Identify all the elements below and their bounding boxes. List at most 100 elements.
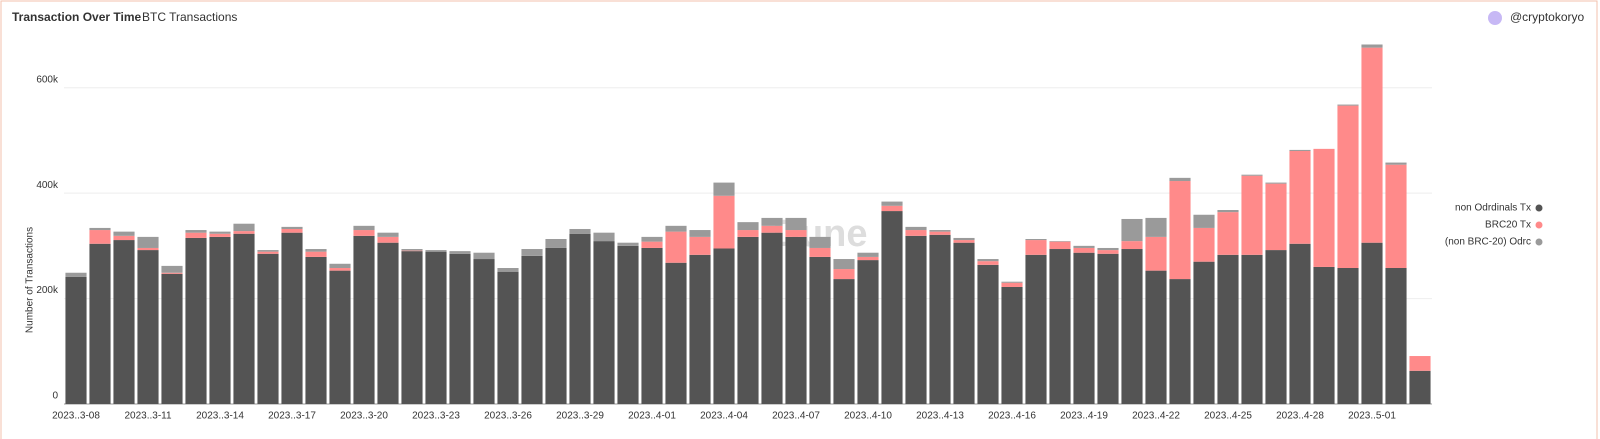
bar-segment — [1193, 261, 1215, 404]
bar-segment — [1265, 183, 1287, 251]
bar-segment — [761, 217, 783, 226]
bar-segment — [641, 247, 663, 404]
bar-segment — [593, 232, 615, 242]
bar-segment — [1241, 174, 1263, 176]
bar-segment — [1049, 241, 1071, 242]
y-tick-label: 600k — [36, 74, 59, 85]
bar-segment — [881, 205, 903, 212]
bar-segment — [65, 272, 87, 277]
x-tick-label: 2023..5-01 — [1348, 411, 1396, 422]
bar-segment — [1313, 148, 1335, 267]
bar-segment — [377, 232, 399, 237]
bar-segment — [257, 250, 279, 252]
bar-segment — [353, 225, 375, 231]
bar-segment — [1265, 182, 1287, 184]
bar-segment — [809, 247, 831, 257]
author[interactable]: @cryptokoryo — [1510, 10, 1585, 24]
bar-segment — [833, 279, 855, 404]
x-tick-label: 2023..3-11 — [124, 411, 172, 422]
bar-segment — [1241, 254, 1263, 404]
bar-segment — [785, 217, 807, 231]
bar-segment — [353, 230, 375, 236]
y-tick-label: 400k — [36, 180, 59, 191]
bar-segment — [761, 232, 783, 404]
bar-segment — [641, 236, 663, 242]
bar-segment — [737, 230, 759, 237]
bar-segment — [329, 267, 351, 271]
bar-segment — [1073, 245, 1095, 248]
bar-segment — [1193, 214, 1215, 228]
bar-segment — [113, 235, 135, 241]
bar-segment — [713, 182, 735, 196]
bar-segment — [449, 253, 471, 404]
bar-segment — [785, 230, 807, 237]
bar-segment — [1217, 210, 1239, 213]
bar-segment — [1409, 356, 1431, 371]
bar-segment — [1025, 240, 1047, 255]
bar-segment — [1265, 250, 1287, 404]
x-tick-label: 2023..4-04 — [700, 411, 748, 422]
bar-segment — [977, 259, 999, 262]
bar-segment — [569, 233, 591, 404]
bar-segment — [689, 236, 711, 255]
bar-segment — [137, 236, 159, 248]
x-tick-label: 2023..4-28 — [1276, 411, 1324, 422]
x-tick-label: 2023..3-26 — [484, 411, 532, 422]
bar-segment — [689, 254, 711, 404]
bar-segment — [881, 211, 903, 404]
bar-segment — [137, 250, 159, 404]
bar-segment — [1121, 218, 1143, 242]
bar-segment — [401, 250, 423, 252]
bar-segment — [929, 231, 951, 235]
x-tick-label: 2023..4-10 — [844, 411, 892, 422]
bar-segment — [233, 231, 255, 234]
bar-segment — [953, 237, 975, 241]
bar-segment — [281, 232, 303, 404]
bar-segment — [185, 230, 207, 233]
bar-segment — [857, 252, 879, 257]
bar-segment — [1289, 150, 1311, 244]
legend-swatch — [1535, 221, 1543, 229]
bar-segment — [497, 271, 519, 404]
bar-segment — [953, 240, 975, 243]
bar-segment — [737, 222, 759, 231]
x-tick-label: 2023..4-07 — [772, 411, 820, 422]
bar-segment — [161, 265, 183, 273]
bar-segment — [1097, 253, 1119, 404]
bar-segment — [1337, 267, 1359, 404]
bar-segment — [689, 230, 711, 237]
bar-segment — [1337, 105, 1359, 268]
bar-segment — [161, 273, 183, 404]
bar-segment — [89, 230, 111, 244]
bar-segment — [473, 259, 495, 404]
bar-segment — [1073, 252, 1095, 404]
chart-subtitle: BTC Transactions — [142, 10, 237, 24]
bar-segment — [425, 250, 447, 252]
bar-segment — [833, 269, 855, 280]
bar-segment — [1001, 282, 1023, 287]
bar-segment — [521, 249, 543, 256]
legend-swatch — [1535, 238, 1543, 246]
x-tick-label: 2023..3-14 — [196, 411, 244, 422]
bar-segment — [905, 230, 927, 236]
bar-segment — [617, 245, 639, 404]
bar-segment — [1049, 249, 1071, 404]
bar-segment — [1025, 254, 1047, 404]
bar-segment — [233, 223, 255, 232]
bar-segment — [281, 226, 303, 229]
bar-segment — [1169, 181, 1191, 280]
bar-segment — [1289, 149, 1311, 151]
bar-segment — [425, 251, 447, 404]
x-tick-label: 2023..4-19 — [1060, 411, 1108, 422]
bar-segment — [833, 259, 855, 270]
bar-segment — [1145, 217, 1167, 237]
bar-segment — [209, 236, 231, 404]
bar-segment — [473, 252, 495, 260]
bar-segment — [1001, 286, 1023, 404]
bar-segment — [1121, 249, 1143, 404]
bar-segment — [929, 234, 951, 404]
bar-segment — [305, 249, 327, 252]
bar-segment — [1169, 177, 1191, 182]
